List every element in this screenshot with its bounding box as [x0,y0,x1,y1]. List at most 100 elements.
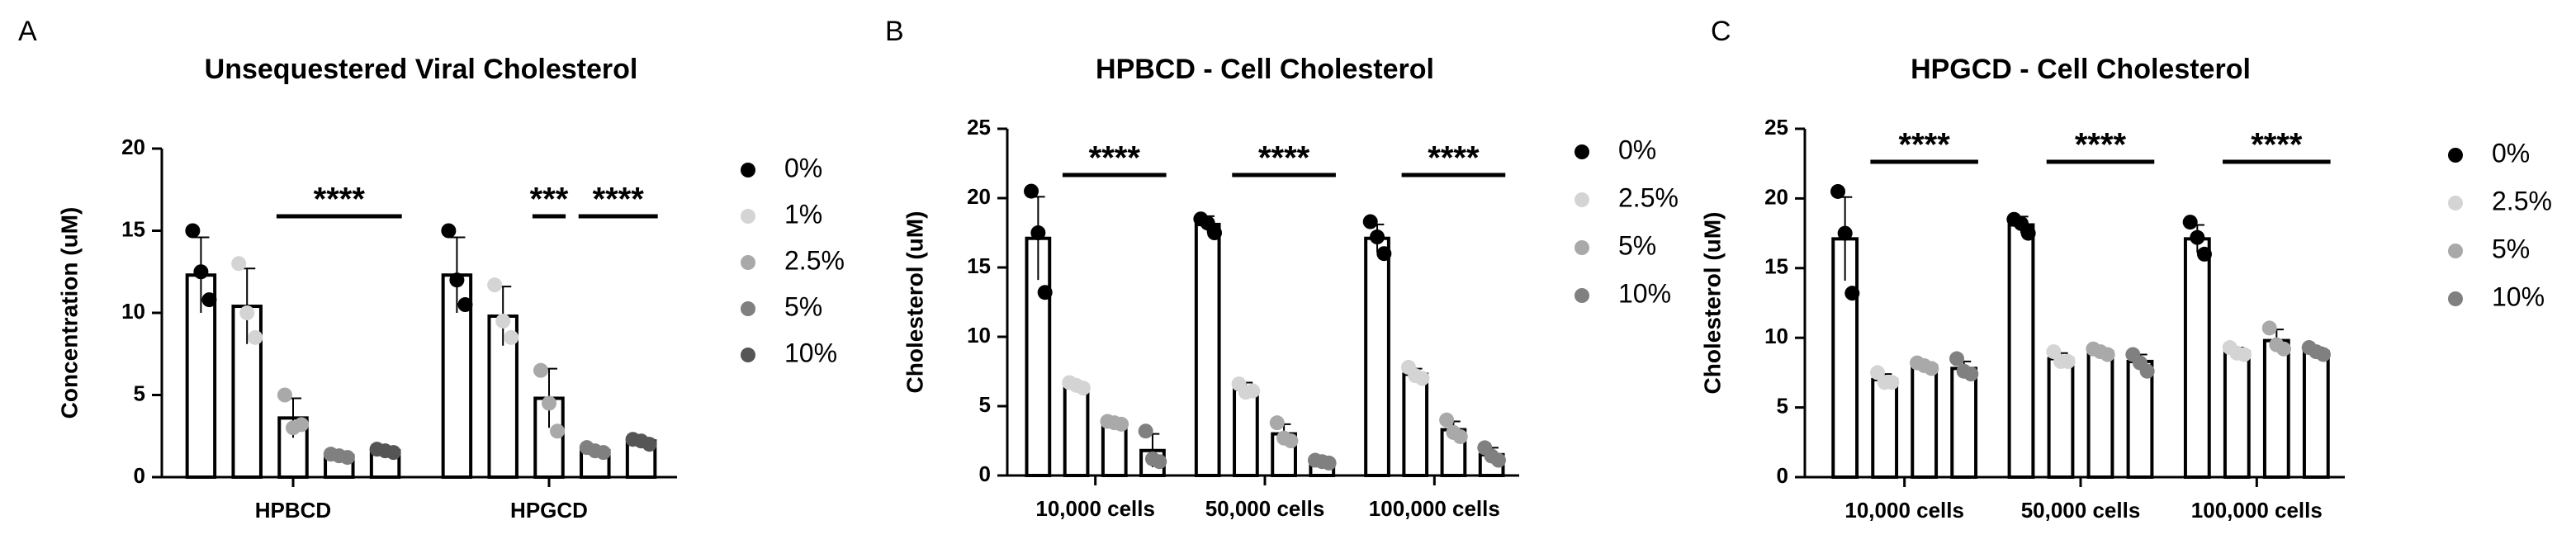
significance-label: **** [2251,127,2303,163]
legend-label: 2.5% [784,245,845,275]
x-tick-label: 100,000 cells [1369,496,1500,521]
data-point [1490,452,1506,468]
data-point [294,417,310,433]
y-axis-label: Cholesterol (uM) [1699,212,1725,395]
data-point [1037,285,1053,300]
significance-label: **** [1428,140,1480,177]
data-point [231,256,247,272]
panel: C HPGCD - Cell Cholesterol Cholesterol (uM… [1699,16,2552,523]
panel-letter: B [885,16,904,47]
bar [1063,383,1090,477]
y-tick-label: 15 [121,216,145,241]
data-point [1376,246,1392,262]
legend-marker [1574,192,1589,207]
bar [2262,338,2290,479]
data-point [1152,454,1167,470]
data-point [1924,361,1939,376]
data-point [1452,428,1468,444]
y-tick-label: 0 [1777,463,1788,488]
data-point [504,329,519,345]
data-point [2196,246,2212,262]
legend-label: 5% [784,291,822,321]
panel-letter: C [1711,16,1731,47]
data-point [386,445,401,461]
legend-label: 1% [784,199,822,229]
legend-marker [741,348,755,362]
data-point [457,297,473,313]
legend-label: 0% [2492,138,2530,168]
data-point [449,272,465,288]
y-tick-label: 25 [967,115,991,140]
x-tick-label: HPGCD [510,498,588,523]
y-tick-label: 15 [1764,254,1788,279]
data-point [2275,341,2291,357]
data-point [185,223,201,239]
data-point [2100,347,2115,362]
bar [2086,350,2114,479]
bar [1911,363,1939,479]
bar [1194,222,1221,477]
data-point [1884,375,1900,390]
data-point [550,423,566,439]
significance-label: **** [593,182,645,218]
y-tick-label: 0 [134,463,145,488]
x-tick-label: 50,000 cells [2021,498,2141,523]
chart-title: HPBCD - Cell Cholesterol [1096,54,1434,85]
bar [1233,387,1259,477]
panel-letter: A [18,16,37,47]
data-point [1414,371,1430,386]
y-tick-label: 20 [1764,184,1788,209]
legend-marker [741,301,755,316]
bar [2223,350,2251,479]
legend-marker [1574,240,1589,255]
y-tick-label: 5 [134,381,145,405]
legend-marker [2448,244,2463,258]
y-tick-label: 10 [1764,324,1788,348]
data-point [1207,225,1223,240]
data-point [1439,412,1455,428]
significance-label: **** [2075,127,2127,163]
chart-title: HPGCD - Cell Cholesterol [1911,54,2251,85]
y-tick-label: 5 [1777,393,1788,418]
data-point [1245,383,1261,399]
chart-title: Unsequestered Viral Cholesterol [205,54,638,85]
data-point [339,450,355,466]
y-tick-label: 10 [121,299,145,324]
legend-label: 10% [2492,281,2545,311]
bar [2047,357,2075,479]
data-point [533,362,548,378]
data-point [595,445,611,461]
data-point [2261,320,2277,336]
legend-label: 0% [1618,135,1656,164]
data-point [1830,183,1846,199]
data-point [1024,183,1039,199]
data-point [248,329,263,345]
y-axis-label: Cholesterol (uM) [902,211,927,394]
bar [2126,359,2154,479]
y-tick-label: 5 [979,392,991,417]
data-point [193,264,209,280]
data-point [1321,455,1337,471]
panel: B HPBCD - Cell Cholesterol Cholesterol (uM… [885,16,1679,521]
y-axis-label: Concentration (uM) [56,207,82,419]
data-point [1283,433,1299,448]
data-point [277,387,292,403]
legend-marker [2448,148,2463,163]
y-tick-label: 25 [1764,115,1788,140]
y-tick-label: 20 [121,135,145,159]
data-point [2139,363,2155,379]
data-point [1963,367,1979,382]
bar [1871,377,1899,479]
data-point [1362,214,1378,229]
data-point [1844,286,1860,301]
legend-marker [1574,288,1589,303]
legend-marker [741,163,755,177]
bar [1402,372,1429,477]
data-point [642,437,657,452]
legend-marker [2448,291,2463,306]
data-point [2236,347,2252,362]
bar [2183,237,2211,479]
data-point [2060,353,2076,369]
significance-label: *** [530,182,569,218]
